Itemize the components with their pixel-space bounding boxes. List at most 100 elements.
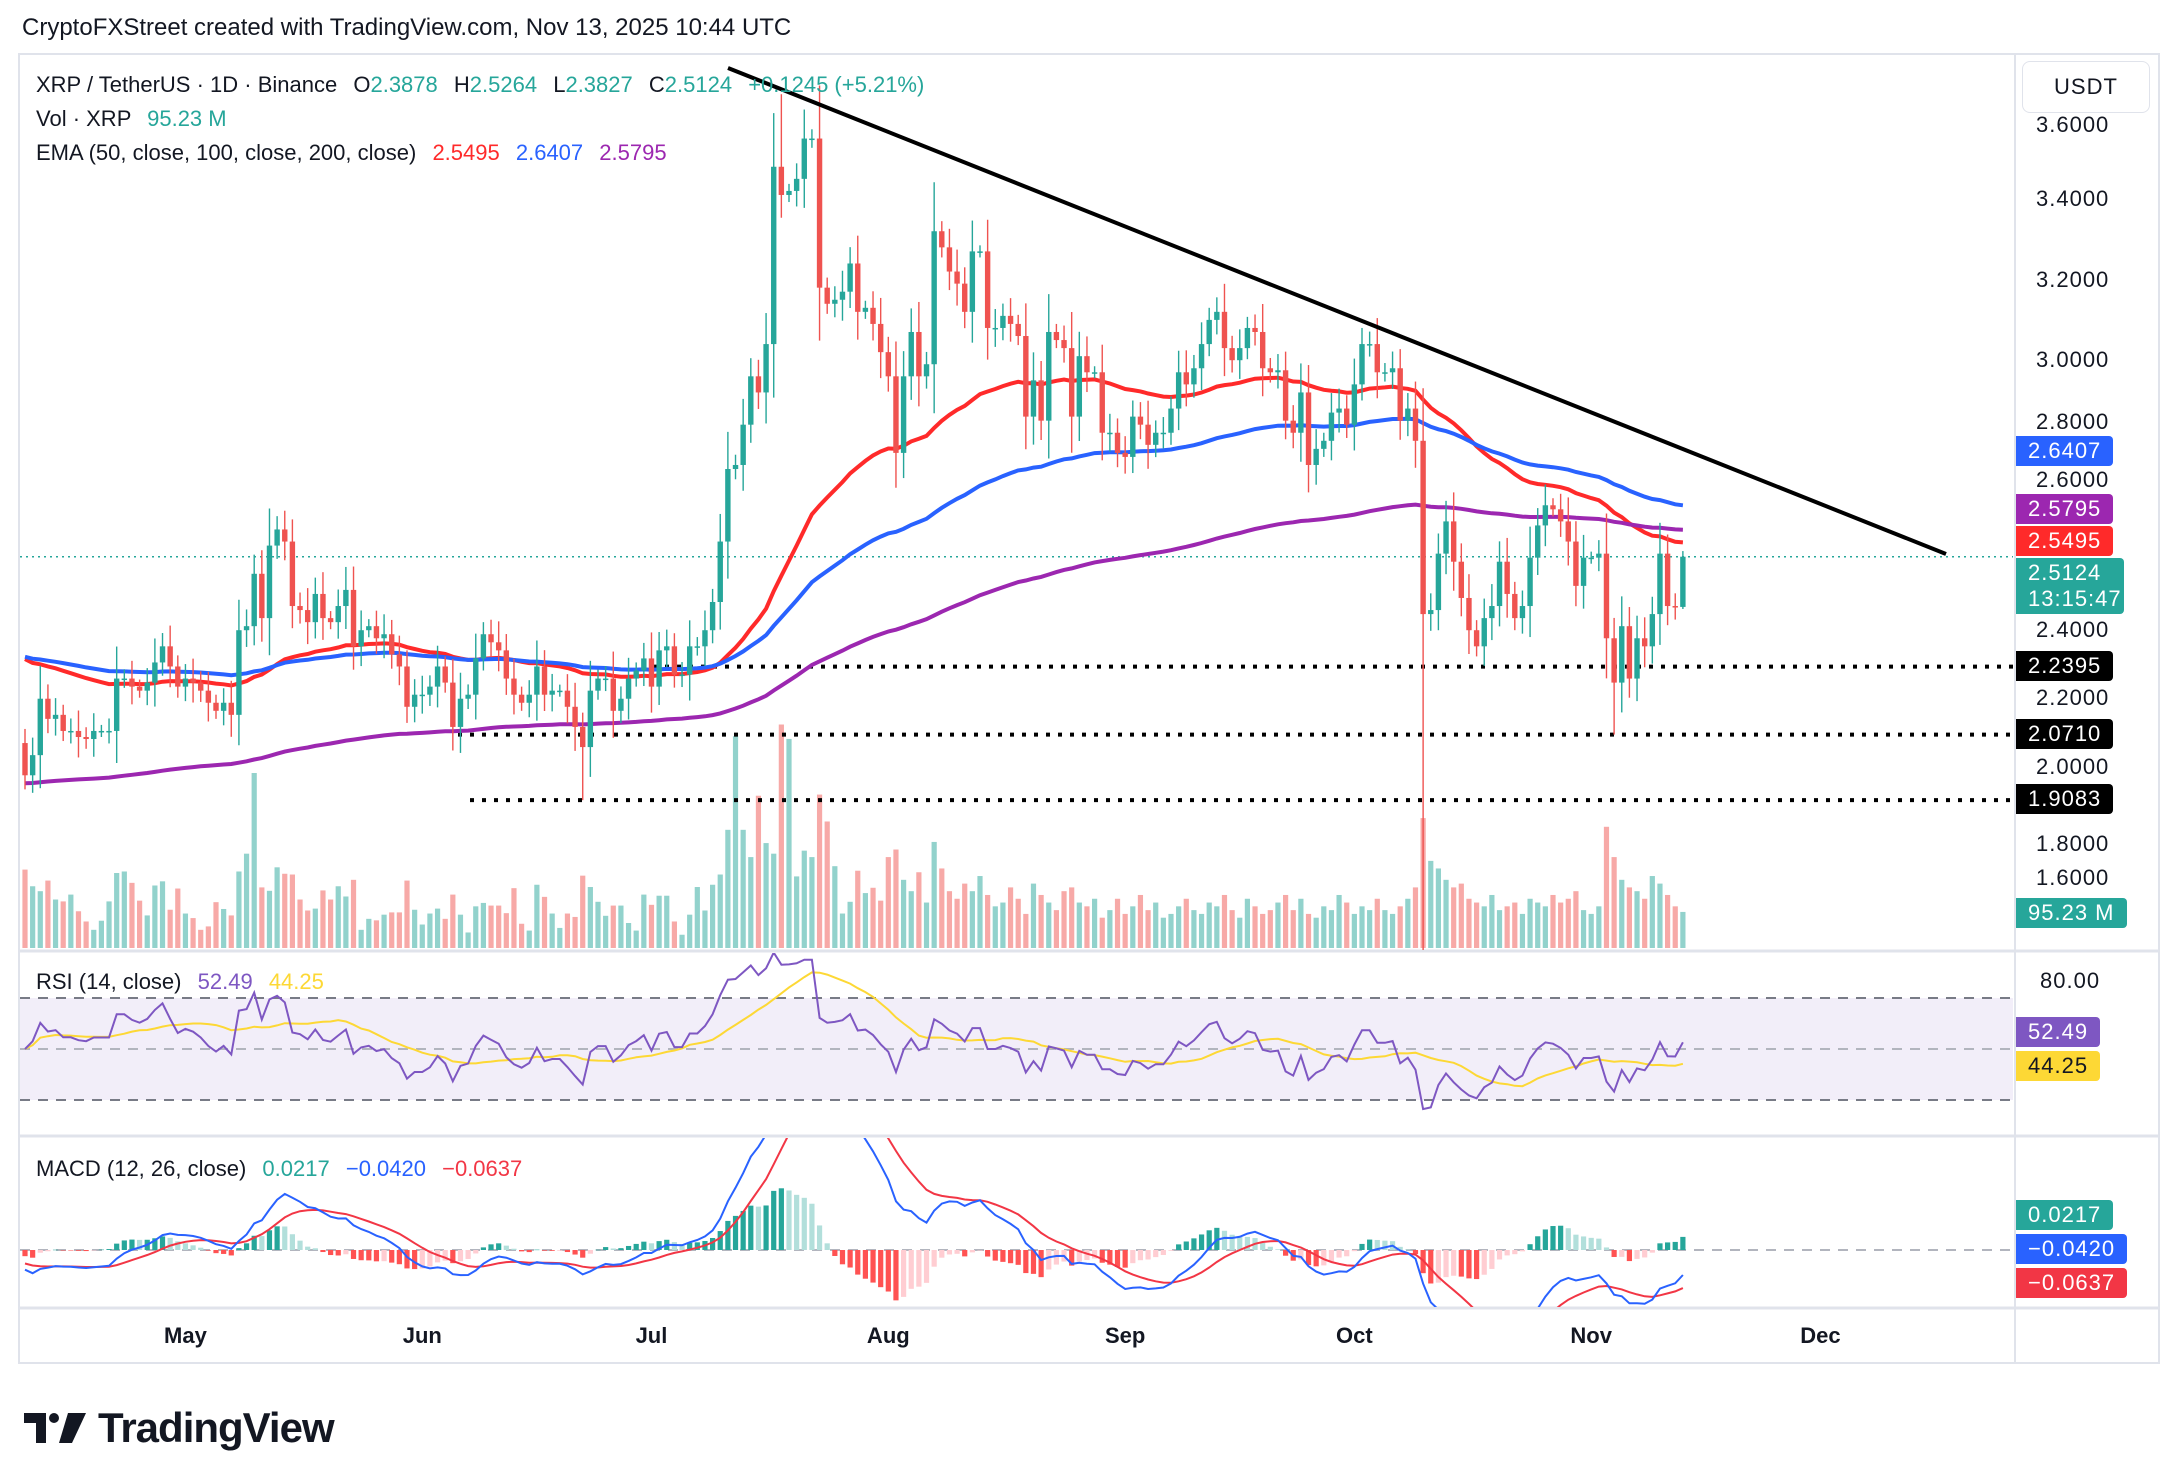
candle — [1084, 336, 1090, 393]
macd-hist-bar — [389, 1250, 395, 1263]
candle — [434, 645, 441, 708]
candle — [343, 566, 349, 630]
macd-hist-bar — [198, 1247, 204, 1250]
ema-label[interactable]: EMA (50, close, 100, close, 200, close) — [36, 140, 417, 165]
candle — [68, 718, 74, 744]
candle — [1626, 607, 1633, 698]
candle — [366, 619, 372, 638]
candle-body — [190, 678, 196, 683]
volume-bar — [366, 918, 372, 948]
candle — [495, 621, 502, 672]
volume-bar — [541, 896, 548, 948]
macd-hist-bar — [1474, 1250, 1480, 1280]
macd-hist-bar — [427, 1250, 433, 1267]
tradingview-logo[interactable]: TradingView — [24, 1404, 335, 1452]
volume-bar — [75, 911, 82, 948]
macd-line — [24, 1138, 1684, 1307]
candle-body — [1557, 509, 1564, 522]
currency-button[interactable]: USDT — [2022, 61, 2150, 113]
candle-body — [1038, 380, 1044, 421]
candle — [1114, 418, 1121, 468]
candle-body — [488, 634, 494, 643]
volume-bar — [1611, 857, 1617, 948]
candle — [549, 673, 555, 712]
volume-bar — [992, 906, 998, 948]
volume-bar — [641, 894, 647, 948]
candle — [1061, 325, 1067, 363]
candle-body — [419, 694, 425, 697]
volume-bar — [603, 915, 609, 948]
candle — [939, 221, 945, 258]
volume-bar — [893, 849, 899, 948]
candle-body — [1267, 368, 1274, 373]
macd-hist-bar — [878, 1250, 884, 1288]
candle — [1053, 323, 1060, 349]
macd-hist-bar — [603, 1247, 609, 1250]
macd-hist-bar — [572, 1250, 578, 1255]
candle-body — [1053, 331, 1060, 341]
volume-bar — [1649, 876, 1655, 948]
time-tick-nov: Nov — [1570, 1323, 1612, 1348]
volume-bar — [1191, 910, 1197, 948]
volume-bar — [1374, 898, 1380, 948]
candle — [213, 694, 219, 719]
candle-body — [824, 287, 830, 304]
macd-hist-bar — [1642, 1250, 1648, 1258]
candle — [1336, 388, 1342, 433]
candle — [923, 351, 930, 389]
volume-bar — [1283, 894, 1289, 948]
macd-hist-bar — [1657, 1243, 1663, 1250]
macd-hist-bar — [824, 1243, 830, 1250]
candle — [824, 277, 830, 314]
candle-body — [1649, 614, 1656, 647]
candle — [992, 309, 998, 347]
candle-body — [1153, 432, 1159, 445]
macd-hist-bar — [22, 1250, 28, 1257]
candle — [1122, 436, 1128, 474]
volume-bar — [1565, 898, 1571, 948]
volume-bar — [98, 920, 104, 948]
candle — [419, 675, 425, 714]
volume-bar — [159, 881, 166, 948]
macd-hist-bar — [1168, 1250, 1174, 1251]
macd-hist-bar — [1069, 1250, 1075, 1266]
candle — [1321, 432, 1327, 457]
macd-hist-bar — [908, 1250, 914, 1289]
macd-hist-bar — [1458, 1250, 1464, 1277]
candle-body — [373, 626, 380, 639]
macd-hist-bar — [175, 1241, 181, 1250]
candle-body — [801, 138, 807, 179]
candle — [473, 633, 479, 720]
symbol-name[interactable]: XRP / TetherUS · 1D · Binance — [36, 72, 338, 97]
macd-hist-bar — [496, 1243, 502, 1250]
rsi-label[interactable]: RSI (14, close) — [36, 969, 182, 994]
candle — [1038, 361, 1044, 440]
candle-body — [1130, 416, 1136, 457]
volume-bar — [106, 901, 112, 948]
macd-hist-bar — [901, 1250, 907, 1297]
candle — [1412, 381, 1419, 468]
close-label: C — [648, 72, 665, 97]
candle — [625, 657, 632, 720]
candle — [771, 113, 777, 398]
candle — [98, 724, 105, 738]
volume-bar — [1237, 917, 1243, 948]
candle-body — [220, 702, 227, 711]
candle — [1443, 500, 1449, 575]
candle-body — [22, 743, 28, 776]
volume-label[interactable]: Vol · XRP — [36, 106, 131, 131]
volume-bar — [977, 876, 983, 948]
volume-bar — [1069, 887, 1075, 948]
macd-hist-bar — [740, 1210, 746, 1250]
candle — [1175, 350, 1182, 431]
volume-bar — [1000, 902, 1006, 948]
macd-hist-bar — [1405, 1249, 1411, 1250]
candle — [511, 658, 517, 715]
candle-body — [870, 307, 876, 324]
macd-label[interactable]: MACD (12, 26, close) — [36, 1156, 247, 1181]
candle — [1466, 574, 1472, 654]
candle — [259, 550, 265, 642]
candle-body — [503, 650, 510, 679]
bar-countdown: 13:15:47 — [2028, 586, 2122, 611]
